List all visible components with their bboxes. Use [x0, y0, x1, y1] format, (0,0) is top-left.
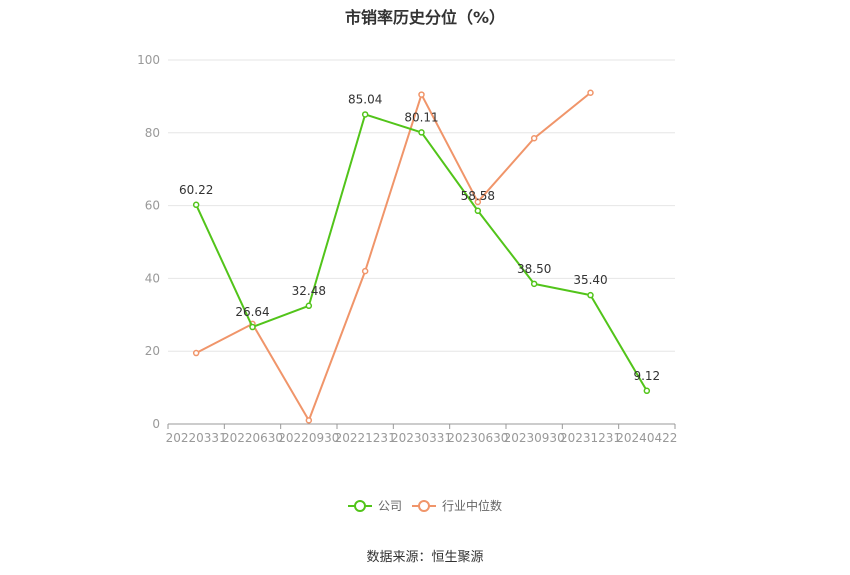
legend-item-0: 公司 — [348, 499, 402, 513]
x-tick-label: 20230331 — [391, 431, 452, 445]
data-label: 38.50 — [517, 262, 551, 276]
x-tick-label: 20220630 — [222, 431, 283, 445]
x-tick-label: 20220930 — [278, 431, 339, 445]
data-point — [643, 387, 651, 395]
data-point — [474, 198, 482, 206]
source-note: 数据来源：恒生聚源 — [366, 550, 484, 565]
y-tick-label: 20 — [145, 344, 160, 358]
series-line-0 — [195, 113, 648, 392]
y-tick-label: 0 — [152, 417, 160, 431]
data-point — [530, 280, 538, 288]
data-label: 35.40 — [573, 273, 607, 287]
data-point — [418, 129, 425, 136]
data-point — [530, 135, 538, 142]
data-label: 80.11 — [404, 110, 438, 124]
x-tick-label: 20231231 — [560, 431, 621, 445]
legend-item-1: 行业中位数 — [412, 498, 502, 513]
data-point — [305, 417, 313, 424]
legend: 公司 行业中位数 — [348, 498, 502, 513]
legend-label: 公司 — [378, 499, 402, 513]
y-tick-label: 100 — [137, 53, 160, 67]
y-tick-label: 40 — [145, 271, 160, 285]
data-label: 32.48 — [292, 284, 326, 298]
chart-title: 市销率历史分位（%） — [344, 8, 506, 27]
data-labels: 60.22 26.64 32.48 85.04 80.11 58.58 38.50 35.40… — [179, 92, 660, 382]
data-label: 85.04 — [348, 92, 382, 106]
data-label: 58.58 — [461, 189, 495, 203]
legend-label: 行业中位数 — [442, 498, 502, 513]
data-label: 60.22 — [179, 183, 213, 197]
data-point — [192, 349, 200, 357]
x-tick-label: 20230930 — [504, 431, 565, 445]
y-tick-label: 60 — [145, 199, 160, 213]
y-tick-label: 80 — [145, 126, 160, 140]
data-point — [305, 302, 313, 310]
data-point — [249, 323, 256, 331]
series-line-1 — [195, 91, 592, 422]
data-point — [474, 207, 482, 215]
axes: 0 20 40 60 80 100 2022033120220630202209302022… — [137, 53, 677, 445]
x-tick-label: 20230630 — [447, 431, 508, 445]
data-point — [192, 201, 200, 209]
x-tick-label: 20240422 — [616, 431, 677, 445]
series-lines — [192, 89, 651, 424]
data-label: 26.64 — [235, 305, 269, 319]
data-label: 9.12 — [633, 369, 660, 383]
data-point — [361, 267, 369, 275]
data-point — [361, 111, 369, 118]
data-point — [418, 91, 425, 98]
legend-marker — [354, 500, 366, 512]
x-tick-label: 20221231 — [335, 431, 396, 445]
x-tick-label: 20220331 — [166, 431, 227, 445]
legend-marker — [418, 500, 430, 512]
data-point — [587, 89, 594, 97]
data-point — [587, 291, 594, 299]
